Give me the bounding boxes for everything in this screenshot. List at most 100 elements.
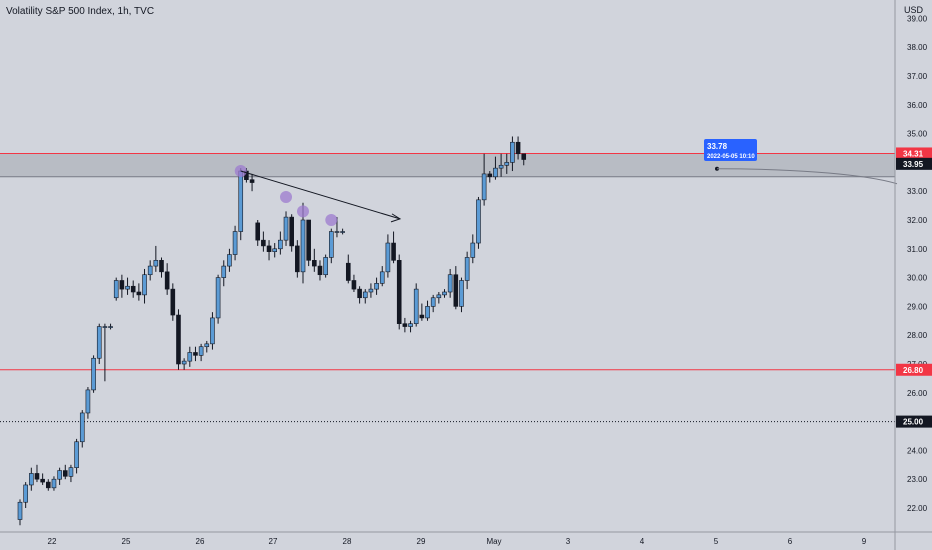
level-tag-upper-bg — [896, 147, 932, 160]
candle — [266, 240, 272, 261]
peak-marker — [280, 190, 293, 203]
candle — [153, 245, 159, 272]
candle-body — [385, 242, 391, 273]
candle-body — [17, 501, 23, 520]
candle-body — [510, 141, 515, 163]
candle-body — [57, 470, 62, 480]
candle — [130, 280, 136, 298]
annotation-date: 2022-05-05 10:10 — [707, 154, 755, 160]
candle — [210, 312, 215, 350]
candle — [74, 438, 79, 474]
trendline-arrowhead — [390, 213, 402, 223]
dotted-level-tag: 25.00 — [903, 418, 924, 427]
candle — [113, 277, 119, 301]
candle-body — [232, 231, 238, 255]
candle-body — [113, 280, 119, 299]
candle-body — [464, 257, 470, 281]
candle — [289, 214, 294, 252]
candle-body — [402, 323, 408, 327]
candle — [391, 231, 396, 264]
candle — [504, 153, 510, 174]
candle — [493, 156, 498, 180]
candle-body — [40, 478, 45, 483]
candle — [85, 387, 91, 419]
x-tick-label: 25 — [122, 537, 131, 546]
current-price-tag-bg — [896, 157, 932, 170]
candle-body — [130, 285, 136, 293]
candle — [464, 251, 470, 290]
candle-body — [374, 283, 379, 290]
candle-body — [187, 352, 193, 362]
candle-body — [147, 265, 153, 276]
y-tick-label: 37.00 — [907, 72, 928, 81]
candle — [306, 219, 311, 267]
candle — [295, 240, 300, 278]
candle — [459, 277, 464, 313]
candle-body — [391, 242, 396, 261]
candle-body — [102, 326, 108, 328]
candle-body — [498, 164, 504, 169]
candle-body — [238, 170, 244, 232]
x-tick-label: 27 — [269, 537, 278, 546]
y-tick-label: 30.00 — [907, 274, 928, 283]
candle — [102, 323, 108, 382]
candle-body — [142, 274, 147, 296]
candle-body — [453, 274, 459, 307]
candle — [487, 171, 493, 183]
candle-body — [34, 473, 40, 480]
candle — [159, 257, 164, 278]
y-tick-label: 33.00 — [907, 187, 928, 196]
candle-body — [210, 317, 215, 345]
candle-body — [306, 219, 311, 261]
candle-body — [159, 260, 164, 273]
candle — [340, 228, 345, 235]
candle — [204, 340, 210, 353]
candle — [147, 260, 153, 281]
candle-body — [379, 271, 385, 284]
candle-body — [368, 288, 374, 293]
candle — [40, 473, 45, 485]
candle — [317, 260, 323, 281]
candle-body — [96, 326, 102, 359]
candle — [328, 228, 334, 264]
candle — [453, 266, 459, 310]
candle — [261, 231, 266, 252]
y-tick-label: 24.00 — [907, 446, 928, 455]
candle-body — [181, 360, 187, 365]
y-tick-label: 26.00 — [907, 389, 928, 398]
candle — [193, 346, 198, 362]
candle-body — [459, 280, 464, 307]
candle — [515, 136, 521, 160]
y-tick-label: 32.00 — [907, 216, 928, 225]
candle — [79, 410, 85, 448]
candle-body — [74, 441, 79, 468]
candles — [17, 136, 527, 526]
candle — [108, 323, 113, 330]
x-tick-label: 28 — [343, 537, 352, 546]
candle-body — [272, 248, 278, 252]
resistance-zone — [0, 152, 895, 423]
candle — [470, 234, 476, 264]
candle-body — [447, 274, 453, 293]
candle — [45, 479, 51, 491]
candle — [436, 292, 442, 304]
candle-body — [334, 231, 340, 233]
candle — [238, 168, 244, 241]
candle-body — [328, 231, 334, 258]
candle-body — [487, 173, 493, 178]
candle — [323, 254, 328, 278]
candle-body — [79, 412, 85, 443]
candle-body — [436, 294, 442, 299]
candle-body — [476, 199, 481, 244]
candle-body — [153, 260, 159, 267]
peak-marker — [297, 205, 309, 218]
y-tick-label: 28.00 — [907, 331, 928, 340]
candle-body — [345, 262, 351, 281]
candle-body — [481, 173, 487, 201]
candle-body — [215, 277, 221, 319]
candle-body — [515, 141, 521, 155]
candle — [91, 355, 96, 393]
candle — [17, 499, 23, 526]
candle — [255, 220, 261, 246]
